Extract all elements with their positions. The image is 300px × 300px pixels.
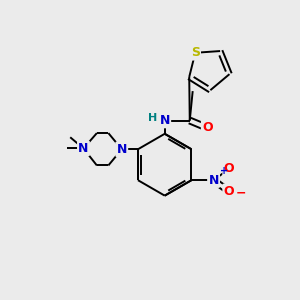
Text: N: N	[208, 174, 219, 187]
Text: N: N	[78, 142, 89, 155]
Text: +: +	[220, 166, 228, 176]
Text: H: H	[148, 113, 158, 123]
Text: N: N	[117, 143, 127, 156]
Text: O: O	[224, 163, 234, 176]
Text: O: O	[202, 122, 213, 134]
Text: O: O	[224, 185, 234, 198]
Text: N: N	[160, 114, 170, 127]
Text: S: S	[191, 46, 200, 59]
Text: −: −	[236, 187, 246, 200]
